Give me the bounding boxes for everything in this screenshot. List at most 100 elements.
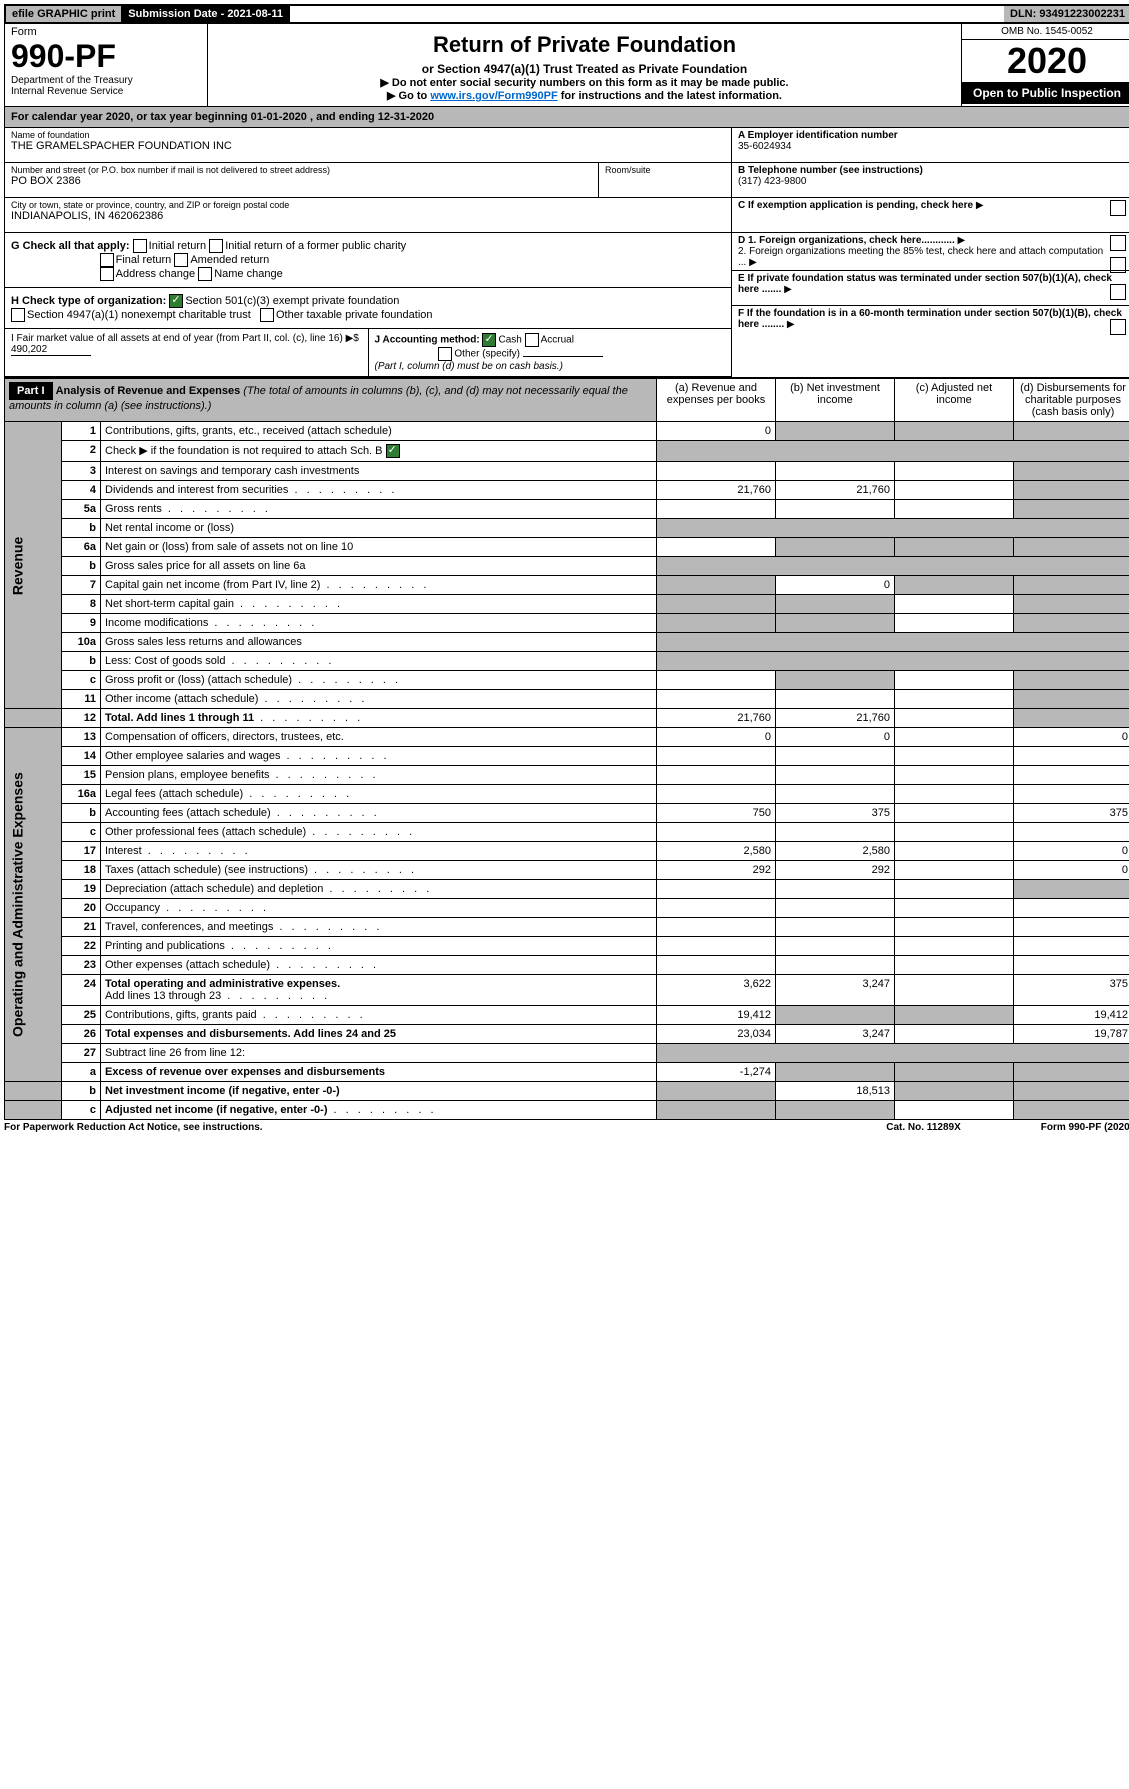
submission-date: Submission Date - 2021-08-11 [122,6,290,22]
val-26a: 23,034 [657,1025,776,1044]
ein-cell: A Employer identification number 35-6024… [732,128,1129,163]
h-opt1: Section 501(c)(3) exempt private foundat… [185,295,399,307]
check-schb[interactable] [386,444,400,458]
line-2: 2Check ▶ if the foundation is not requir… [5,441,1129,462]
line-6a: 6aNet gain or (loss) from sale of assets… [5,538,1129,557]
ein: 35-6024934 [738,141,791,152]
line-25-desc: Contributions, gifts, grants paid [101,1006,657,1025]
val-16ba: 750 [657,804,776,823]
check-other-tax[interactable] [260,308,274,322]
line-10a: 10aGross sales less returns and allowanc… [5,633,1129,652]
line-17: 17Interest2,5802,5800 [5,842,1129,861]
line-5a: 5aGross rents [5,500,1129,519]
check-initial[interactable] [133,239,147,253]
check-initial-former[interactable] [209,239,223,253]
part1-title: Analysis of Revenue and Expenses [56,385,241,397]
check-e[interactable] [1110,284,1126,300]
line-5a-desc: Gross rents [101,500,657,519]
part1-header-row: Part I Analysis of Revenue and Expenses … [5,379,1129,422]
val-18d: 0 [1014,861,1129,880]
val-17d: 0 [1014,842,1129,861]
line-13-desc: Compensation of officers, directors, tru… [101,728,657,747]
irs-link[interactable]: www.irs.gov/Form990PF [430,90,557,102]
check-accrual[interactable] [525,333,539,347]
check-d1[interactable] [1110,235,1126,251]
val-26d: 19,787 [1014,1025,1129,1044]
val-27bb: 18,513 [776,1082,895,1101]
val-13d: 0 [1014,728,1129,747]
d1-label: D 1. Foreign organizations, check here..… [738,235,955,246]
dept-irs: Internal Revenue Service [11,86,201,97]
check-final[interactable] [100,253,114,267]
header-right: OMB No. 1545-0052 2020 Open to Public In… [961,24,1129,106]
g-opt6: Name change [214,268,283,280]
section-g: G Check all that apply: Initial return I… [5,233,731,288]
line-21-desc: Travel, conferences, and meetings [101,918,657,937]
line-6b-desc: Gross sales price for all assets on line… [101,557,657,576]
phone: (317) 423-9800 [738,176,806,187]
g-opt1: Initial return [149,240,206,252]
check-501c3[interactable] [169,294,183,308]
line-27b: bNet investment income (if negative, ent… [5,1082,1129,1101]
line-21: 21Travel, conferences, and meetings [5,918,1129,937]
val-16bb: 375 [776,804,895,823]
e-cell: E If private foundation status was termi… [732,271,1129,306]
line-3: 3Interest on savings and temporary cash … [5,462,1129,481]
efile-label: efile GRAPHIC print [6,6,122,22]
line-16a-desc: Legal fees (attach schedule) [101,785,657,804]
line-23-desc: Other expenses (attach schedule) [101,956,657,975]
line-27: 27Subtract line 26 from line 12: [5,1044,1129,1063]
calendar-year: For calendar year 2020, or tax year begi… [4,107,1129,128]
line-14-desc: Other employee salaries and wages [101,747,657,766]
check-f[interactable] [1110,319,1126,335]
form-header: Form 990-PF Department of the Treasury I… [4,24,1129,107]
val-17a: 2,580 [657,842,776,861]
j-accrual: Accrual [541,335,574,346]
section-h: H Check type of organization: Section 50… [5,288,731,329]
check-address[interactable] [100,267,114,281]
line-2-desc: Check ▶ if the foundation is not require… [105,445,383,457]
line-27b-desc: Net investment income (if negative, ente… [105,1085,340,1097]
line-24: 24Total operating and administrative exp… [5,975,1129,1006]
line-10b-desc: Less: Cost of goods sold [101,652,657,671]
line-10a-desc: Gross sales less returns and allowances [101,633,657,652]
footer-mid: Cat. No. 11289X [886,1122,960,1133]
note-pre: ▶ Go to [387,90,430,102]
line-10c: cGross profit or (loss) (attach schedule… [5,671,1129,690]
line-20: 20Occupancy [5,899,1129,918]
addr-label: Number and street (or P.O. box number if… [11,165,592,175]
dln: DLN: 93491223002231 [1004,6,1129,22]
e-label: E If private foundation status was termi… [738,273,1112,295]
check-name[interactable] [198,267,212,281]
check-4947[interactable] [11,308,25,322]
footer: For Paperwork Reduction Act Notice, see … [4,1120,1129,1135]
line-7-desc: Capital gain net income (from Part IV, l… [101,576,657,595]
val-1d [1014,422,1129,441]
line-15: 15Pension plans, employee benefits [5,766,1129,785]
line-19: 19Depreciation (attach schedule) and dep… [5,880,1129,899]
check-cash[interactable] [482,333,496,347]
val-13b: 0 [776,728,895,747]
line-15-desc: Pension plans, employee benefits [101,766,657,785]
room-label: Room/suite [599,163,731,198]
line-25: 25Contributions, gifts, grants paid19,41… [5,1006,1129,1025]
val-25a: 19,412 [657,1006,776,1025]
check-amended[interactable] [174,253,188,267]
line-16b-desc: Accounting fees (attach schedule) [101,804,657,823]
line-12-desc: Total. Add lines 1 through 11 [105,712,254,724]
val-24a: 3,622 [657,975,776,1006]
i-label: I Fair market value of all assets at end… [11,333,359,344]
check-c[interactable] [1110,200,1126,216]
g-opt2: Initial return of a former public charit… [225,240,406,252]
form-number: 990-PF [11,38,201,75]
col-d-header: (d) Disbursements for charitable purpose… [1014,379,1129,422]
note-ssn: ▶ Do not enter social security numbers o… [212,76,957,89]
line-6b: bGross sales price for all assets on lin… [5,557,1129,576]
line-11-desc: Other income (attach schedule) [101,690,657,709]
dept-treasury: Department of the Treasury [11,75,201,86]
line-26-desc: Total expenses and disbursements. Add li… [105,1028,396,1040]
check-d2[interactable] [1110,257,1126,273]
line-desc: Contributions, gifts, grants, etc., rece… [101,422,657,441]
val-17b: 2,580 [776,842,895,861]
check-other-method[interactable] [438,347,452,361]
